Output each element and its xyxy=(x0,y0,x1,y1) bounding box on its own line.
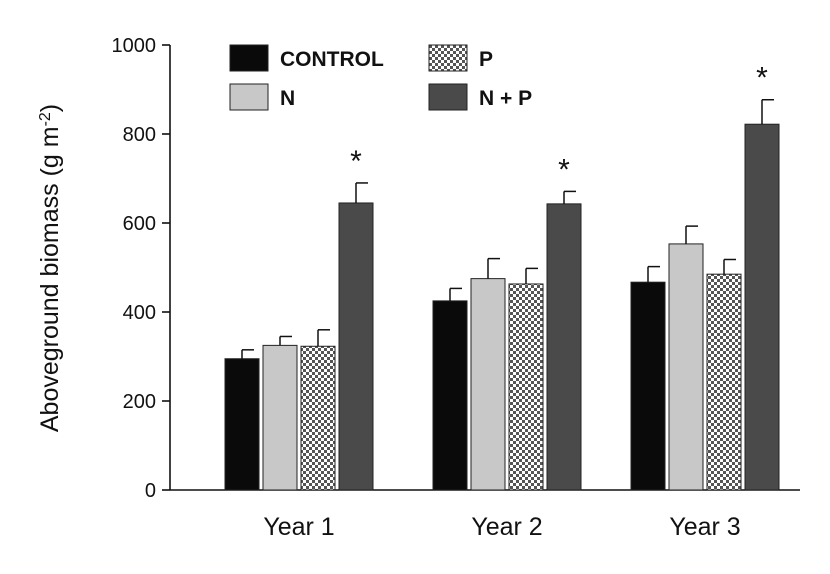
bar xyxy=(630,281,666,491)
bar xyxy=(668,243,704,491)
plot-area: 0 200 400 600 800 1000 Year 1 Year 2 Year 3 * * * xyxy=(112,35,800,541)
bar xyxy=(706,273,742,491)
legend-swatch xyxy=(428,44,468,72)
significance-marker: * xyxy=(756,62,768,95)
y-tick-label: 600 xyxy=(123,213,156,235)
legend-label: N + P xyxy=(479,87,532,110)
legend-label: P xyxy=(479,48,493,71)
bar xyxy=(744,123,780,491)
x-category-label: Year 2 xyxy=(471,513,542,541)
bar xyxy=(262,344,298,491)
bar xyxy=(432,300,468,491)
bar xyxy=(508,283,544,491)
y-tick-label: 0 xyxy=(145,480,156,502)
bar xyxy=(470,278,506,491)
legend-label: N xyxy=(280,87,295,110)
x-category-label: Year 1 xyxy=(263,513,334,541)
legend-swatch xyxy=(428,83,468,111)
y-tick-label: 400 xyxy=(123,302,156,324)
significance-marker: * xyxy=(558,153,570,186)
x-category-label: Year 3 xyxy=(669,513,740,541)
y-tick-label: 800 xyxy=(123,124,156,146)
y-axis-title-close: ) xyxy=(36,104,64,112)
y-axis-title-superscript: -2 xyxy=(37,112,54,126)
legend-swatch xyxy=(229,83,269,111)
bar xyxy=(338,202,374,491)
legend-label: CONTROL xyxy=(280,48,384,71)
legend-swatch xyxy=(229,44,269,72)
y-axis-title-main: Aboveground biomass (g m xyxy=(36,126,64,432)
bar xyxy=(546,203,582,491)
bar xyxy=(224,358,260,491)
y-axis-title: Aboveground biomass (g m-2) xyxy=(36,104,64,432)
y-tick-label: 200 xyxy=(123,391,156,413)
significance-marker: * xyxy=(350,145,362,178)
bar xyxy=(300,345,336,491)
legend: CONTROL N P N + P xyxy=(229,44,532,111)
y-tick-label: 1000 xyxy=(112,35,157,57)
